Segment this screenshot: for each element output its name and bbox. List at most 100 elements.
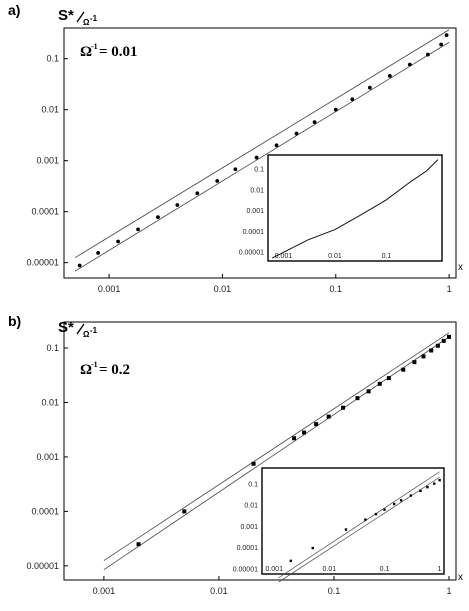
- inset-frame: [261, 467, 445, 575]
- data-point: [251, 461, 256, 466]
- inset-data-point: [383, 508, 386, 511]
- inset-x-tick-label: 0.001: [275, 253, 293, 260]
- data-point: [435, 343, 440, 348]
- data-point: [355, 396, 360, 401]
- data-point: [447, 334, 452, 339]
- panel-label: b): [8, 313, 21, 329]
- data-point: [175, 203, 180, 207]
- reference-line: [103, 336, 450, 571]
- y-tick-label: 0.00001: [26, 561, 59, 571]
- data-point: [439, 42, 444, 47]
- data-point: [426, 52, 430, 57]
- reference-line: [74, 41, 450, 272]
- data-point: [366, 389, 371, 394]
- data-point: [333, 107, 338, 112]
- inset-chart: 0.00001 0.0001 0.001 0.01 0.1 0.001 0.01 0.1 1: [233, 467, 445, 583]
- y-tick-label: 0.001: [36, 452, 59, 462]
- y-axis-label-denominator: Ω: [83, 330, 90, 339]
- inset-data-point: [409, 494, 413, 497]
- data-point: [302, 430, 307, 435]
- y-axis-label-slash: [76, 323, 85, 335]
- reference-line: [74, 29, 450, 259]
- inset-data-point: [419, 489, 422, 493]
- annotation-value: = 0.01: [99, 44, 138, 60]
- y-tick-label: 0.0001: [31, 207, 59, 217]
- x-tick-label: 0.01: [214, 284, 232, 294]
- inset-y-tick-label: 0.001: [246, 208, 264, 215]
- data-point: [421, 354, 426, 359]
- plot-frame: [63, 321, 457, 581]
- data-point: [412, 360, 417, 365]
- x-tick-label: 1: [447, 586, 452, 596]
- inset-y-tick-label: 0.0001: [243, 229, 265, 236]
- data-point: [254, 155, 259, 160]
- data-point: [294, 131, 299, 136]
- data-point: [401, 367, 406, 372]
- inset-data-point: [426, 485, 429, 489]
- data-point: [136, 227, 140, 232]
- data-point: [156, 215, 160, 220]
- data-point: [326, 414, 331, 419]
- data-point: [429, 348, 434, 353]
- x-axis-label: x: [458, 572, 463, 583]
- inset-y-tick-label: 0.1: [254, 167, 264, 174]
- data-point: [350, 97, 355, 102]
- inset-x-tick-label: 0.1: [382, 253, 392, 260]
- inset-y-tick-label: 0.01: [244, 503, 258, 510]
- x-tick-label: 1: [447, 284, 452, 294]
- inset-reference-line: [278, 476, 440, 583]
- inset-y-tick-label: 0.0001: [237, 545, 259, 552]
- data-point: [377, 381, 382, 386]
- inset-data-curve: [271, 159, 439, 259]
- data-point: [341, 405, 346, 410]
- data-point: [367, 85, 372, 90]
- inset-data-point: [399, 499, 403, 502]
- inset-data-point: [344, 528, 348, 531]
- x-tick-label: 0.01: [210, 586, 228, 596]
- inset-chart: 0.00001 0.0001 0.001 0.01 0.1 0.001 0.01 0.1: [239, 154, 443, 262]
- inset-reference-line: [278, 471, 440, 579]
- data-point: [182, 509, 187, 514]
- inset-y-tick-label: 0.01: [250, 187, 264, 194]
- x-tick-label: 0.001: [93, 586, 116, 596]
- y-tick-label: 0.001: [36, 156, 59, 166]
- inset-x-tick-label: 0.1: [380, 566, 390, 573]
- data-point: [77, 263, 82, 268]
- inset-x-tick-label: 0.01: [328, 253, 342, 260]
- inset-frame: [267, 154, 443, 262]
- y-axis-label-denominator-exp: -1: [90, 326, 98, 335]
- reference-line: [103, 332, 450, 561]
- y-axis-label-denominator-exp: -1: [90, 14, 98, 23]
- annotation-symbol: Ω: [80, 362, 92, 378]
- y-tick-label: 0.01: [41, 397, 59, 407]
- plot-frame: [63, 27, 457, 279]
- annotation-exponent: -1: [91, 42, 98, 51]
- data-point: [116, 239, 120, 244]
- inset-y-tick-label: 0.00001: [233, 566, 258, 573]
- data-point: [312, 120, 317, 125]
- data-point: [233, 167, 238, 172]
- data-point: [407, 62, 412, 67]
- inset-y-tick-label: 0.1: [248, 481, 258, 488]
- annotation-exponent: -1: [91, 360, 98, 369]
- inset-data-point: [438, 478, 441, 482]
- inset-y-tick-label: 0.00001: [239, 250, 264, 257]
- inset-y-tick-label: 0.001: [240, 524, 258, 531]
- inset-data-point: [289, 559, 293, 563]
- x-tick-label: 0.1: [328, 586, 341, 596]
- inset-x-tick-label: 0.01: [323, 566, 337, 573]
- data-point: [387, 73, 392, 78]
- inset-data-point: [433, 482, 436, 485]
- data-point: [96, 251, 101, 255]
- data-point: [386, 376, 391, 381]
- y-tick-label: 0.1: [46, 54, 59, 64]
- data-point: [314, 422, 319, 427]
- inset-x-tick-label: 0.001: [265, 566, 283, 573]
- annotation-symbol: Ω: [80, 44, 92, 60]
- data-point: [444, 33, 449, 38]
- y-axis-label-denominator: Ω: [83, 18, 90, 27]
- inset-data-point: [311, 546, 314, 550]
- data-point: [215, 179, 220, 183]
- y-axis-label-slash: [76, 11, 85, 23]
